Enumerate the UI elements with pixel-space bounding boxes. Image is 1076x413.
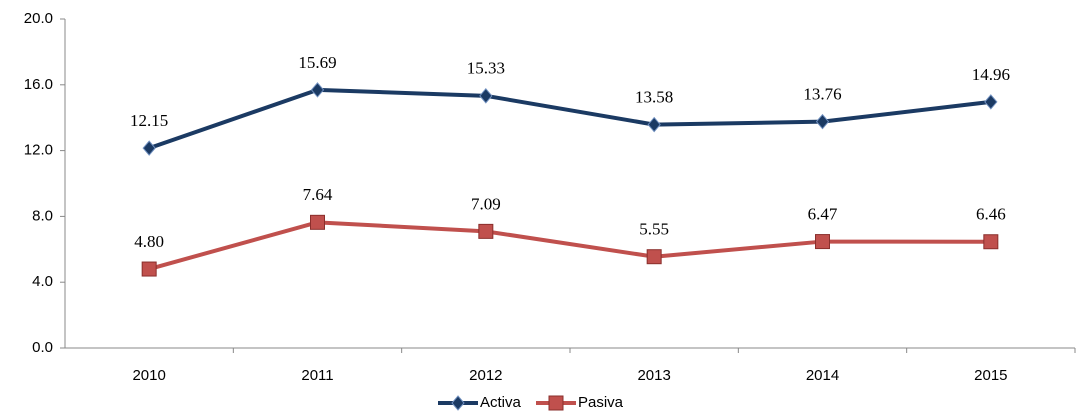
y-tick-label: 20.0 bbox=[24, 10, 53, 27]
data-point bbox=[142, 140, 156, 156]
data-label: 13.76 bbox=[803, 85, 841, 104]
data-point bbox=[983, 234, 999, 250]
y-tick-label: 4.0 bbox=[32, 273, 53, 290]
x-tick-label: 2010 bbox=[132, 367, 165, 384]
x-tick-label: 2015 bbox=[974, 367, 1007, 384]
data-point bbox=[815, 113, 830, 130]
data-label: 15.33 bbox=[467, 59, 505, 78]
data-label: 7.09 bbox=[471, 194, 501, 213]
series-line bbox=[148, 220, 991, 271]
legend-label: Pasiva bbox=[578, 394, 624, 411]
x-tick-label: 2013 bbox=[637, 367, 670, 384]
data-label: 6.46 bbox=[976, 205, 1006, 224]
data-point bbox=[984, 94, 998, 110]
y-tick-label: 12.0 bbox=[24, 142, 53, 159]
data-label: 13.58 bbox=[635, 88, 673, 107]
legend-label: Activa bbox=[480, 394, 522, 411]
y-tick-label: 16.0 bbox=[24, 76, 53, 93]
data-point bbox=[647, 116, 661, 133]
legend-marker bbox=[548, 395, 564, 411]
series-line bbox=[148, 87, 992, 151]
y-tick-label: 8.0 bbox=[32, 207, 53, 224]
data-label: 5.55 bbox=[639, 220, 669, 239]
data-point bbox=[478, 223, 494, 239]
data-label: 14.96 bbox=[972, 65, 1010, 84]
legend-marker bbox=[451, 395, 465, 411]
data-label: 7.64 bbox=[303, 185, 333, 204]
x-tick-label: 2012 bbox=[469, 367, 502, 384]
data-label: 15.69 bbox=[298, 53, 336, 72]
data-label: 6.47 bbox=[808, 204, 838, 223]
data-point bbox=[479, 88, 493, 104]
y-tick-label: 0.0 bbox=[32, 339, 53, 356]
data-point bbox=[310, 214, 325, 230]
data-point bbox=[815, 234, 830, 250]
x-tick-label: 2011 bbox=[301, 367, 333, 384]
data-point bbox=[310, 82, 325, 98]
x-tick-label: 2014 bbox=[806, 367, 839, 384]
data-point bbox=[141, 261, 157, 277]
data-point bbox=[646, 249, 662, 265]
data-label: 12.15 bbox=[130, 111, 168, 130]
data-label: 4.80 bbox=[134, 232, 164, 251]
